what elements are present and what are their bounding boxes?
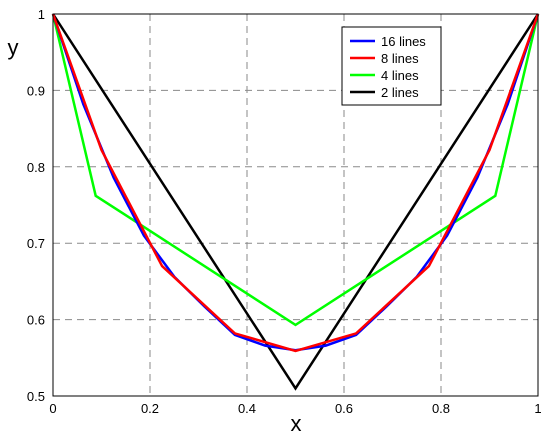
x-tick-label: 0.8 [432,401,450,416]
plot-lines [51,13,540,391]
x-tick-label: 0.6 [335,401,353,416]
y-tick-labels: 0.5 0.6 0.7 0.8 0.9 1 [27,7,45,404]
y-tick-label: 0.6 [27,313,45,328]
x-tick-label: 0.2 [141,401,159,416]
x-tick-labels: 0 0.2 0.4 0.6 0.8 1 [49,401,541,416]
x-tick-label: 1 [534,401,541,416]
grid-lines [53,14,538,396]
series-line-3 [51,13,540,391]
legend-entry: 2 lines [381,85,419,100]
y-tick-label: 0.5 [27,389,45,404]
y-axis-label: y [8,35,19,60]
x-tick-label: 0 [49,401,56,416]
series-line-0 [51,13,540,352]
legend-entry: 4 lines [381,68,419,83]
legend-entry: 16 lines [381,34,426,49]
y-tick-label: 0.9 [27,83,45,98]
series-line-2 [51,13,540,327]
plot-frame [52,13,539,397]
series-line-1 [51,13,540,353]
y-tick-label: 0.8 [27,160,45,175]
y-tick-label: 0.7 [27,236,45,251]
x-tick-label: 0.4 [238,401,256,416]
legend: 16 lines 8 lines 4 lines 2 lines [341,26,442,106]
legend-entry: 8 lines [381,51,419,66]
y-tick-label: 1 [38,7,45,22]
x-axis-label: x [291,411,302,436]
